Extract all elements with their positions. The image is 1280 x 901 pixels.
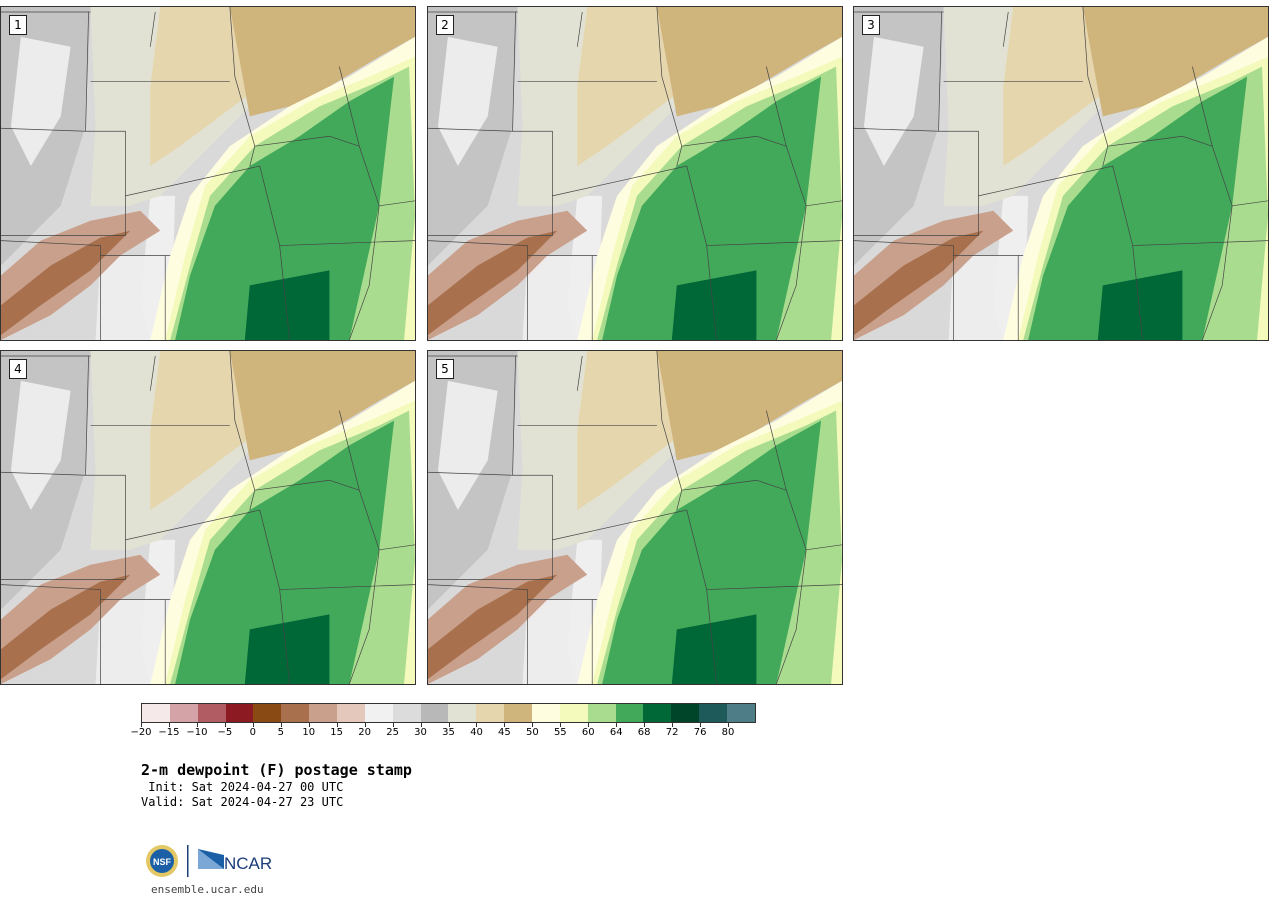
colorbar-tick-mark <box>476 723 478 727</box>
panel-number: 3 <box>862 15 880 35</box>
colorbar-swatch <box>727 704 755 722</box>
dewpoint-map <box>1 7 415 340</box>
colorbar-tick-label: 20 <box>358 727 371 738</box>
colorbar-swatch <box>504 704 533 722</box>
colorbar-tick-label: 5 <box>277 727 284 738</box>
colorbar-tick-mark <box>616 723 618 727</box>
dewpoint-map <box>428 7 842 340</box>
colorbar-tick-mark <box>448 723 450 727</box>
map-panel: 3 <box>853 6 1269 341</box>
colorbar-swatch <box>225 704 254 722</box>
colorbar-tick-mark <box>644 723 646 727</box>
colorbar-tick-mark <box>141 723 142 727</box>
panel-number: 1 <box>9 15 27 35</box>
colorbar-tick-mark <box>532 723 534 727</box>
colorbar-tick-label: 15 <box>330 727 344 738</box>
colorbar-tick-label: −20 <box>130 727 152 738</box>
colorbar-tick-label: 60 <box>581 727 595 738</box>
colorbar-tick-label: 45 <box>498 727 511 738</box>
colorbar-swatch <box>699 704 728 722</box>
colorbar-swatch <box>197 704 226 722</box>
map-panel: 2 <box>427 6 843 341</box>
colorbar-swatch <box>587 704 616 722</box>
init-time: Init: Sat 2024-04-27 00 UTC <box>141 780 344 794</box>
map-panel: 5 <box>427 350 843 685</box>
colorbar-tick-mark <box>252 723 254 727</box>
colorbar-swatch <box>532 704 560 722</box>
colorbar-tick-label: 72 <box>665 727 679 738</box>
panel-number: 2 <box>436 15 454 35</box>
colorbar-tick-label: 10 <box>302 727 316 738</box>
colorbar-tick-label: 68 <box>637 727 651 738</box>
colorbar-swatch <box>364 704 393 722</box>
ncar-logo-text: NCAR <box>224 854 272 873</box>
colorbar-tick-mark <box>308 723 310 727</box>
plot-title: 2-m dewpoint (F) postage stamp <box>141 761 412 779</box>
map-panel: 1 <box>0 6 416 341</box>
valid-time: Valid: Sat 2024-04-27 23 UTC <box>141 795 344 809</box>
colorbar-tick-mark <box>504 723 506 727</box>
colorbar-tick-label: 76 <box>693 727 707 738</box>
nsf-ncar-logo: NSF NCAR <box>146 845 272 877</box>
colorbar-tick-mark <box>672 723 674 727</box>
map-panel: 4 <box>0 350 416 685</box>
colorbar-tick-mark <box>168 723 170 727</box>
colorbar-swatch <box>281 704 310 722</box>
colorbar-tick-mark <box>420 723 422 727</box>
panel-number: 4 <box>9 359 27 379</box>
colorbar-tick-mark <box>336 723 338 727</box>
colorbar-tick-label: 25 <box>386 727 399 738</box>
colorbar-tick-mark <box>392 723 394 727</box>
colorbar-tick-label: 64 <box>609 727 623 738</box>
colorbar-swatch <box>253 704 282 722</box>
colorbar-tick-label: 55 <box>553 727 567 738</box>
colorbar-swatch <box>337 704 365 722</box>
colorbar-tick-mark <box>588 723 590 727</box>
colorbar-tick-mark <box>224 723 226 727</box>
colorbar-tick-mark <box>700 723 702 727</box>
colorbar-swatch <box>142 704 170 722</box>
colorbar-swatch <box>169 704 198 722</box>
colorbar-tick-label: 30 <box>414 727 427 738</box>
colorbar-swatch <box>392 704 421 722</box>
colorbar-tick-mark <box>196 723 198 727</box>
colorbar-swatch <box>448 704 477 722</box>
colorbar-tick-mark <box>728 723 730 727</box>
dewpoint-map <box>428 351 842 684</box>
dewpoint-map <box>1 351 415 684</box>
dewpoint-map <box>854 7 1268 340</box>
colorbar-tick-label: 40 <box>470 727 483 738</box>
colorbar-ticks: −20 −15 −10 −5 0 5 10 15 20 25 30 35 40 45 50 55 60 64 68 7… <box>130 723 756 741</box>
website-link[interactable]: ensemble.ucar.edu <box>151 883 264 896</box>
colorbar-swatch <box>309 704 338 722</box>
colorbar <box>141 703 756 723</box>
colorbar-tick-label: 0 <box>249 727 256 738</box>
panel-number: 5 <box>436 359 454 379</box>
colorbar-swatch <box>671 704 700 722</box>
colorbar-tick-mark <box>364 723 366 727</box>
colorbar-swatch <box>476 704 505 722</box>
colorbar-tick-label: −10 <box>186 727 208 738</box>
colorbar-tick-mark <box>560 723 562 727</box>
colorbar-tick-mark <box>280 723 282 727</box>
colorbar-tick-label: 80 <box>721 727 735 738</box>
nsf-logo-text: NSF <box>153 857 172 867</box>
colorbar-swatch <box>615 704 644 722</box>
colorbar-swatch <box>420 704 449 722</box>
colorbar-tick-label: 35 <box>442 727 455 738</box>
colorbar-tick-label: −5 <box>217 727 233 738</box>
colorbar-tick-label: 50 <box>525 727 539 738</box>
colorbar-tick-label: −15 <box>158 727 180 738</box>
colorbar-swatch <box>559 704 588 722</box>
colorbar-swatch <box>643 704 672 722</box>
